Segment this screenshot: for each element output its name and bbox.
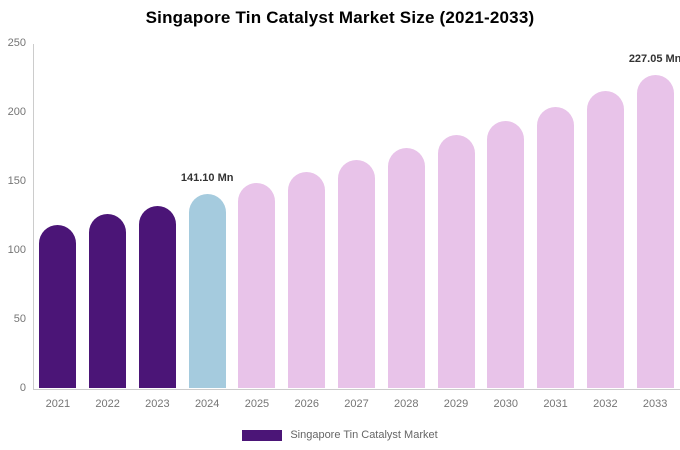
bar-2025 [238, 183, 276, 389]
x-axis-tick-label: 2033 [642, 398, 668, 410]
bar-2032 [586, 91, 624, 389]
bar-2028 [387, 147, 425, 389]
x-axis-tick-label: 2025 [244, 398, 270, 410]
legend: Singapore Tin Catalyst Market [0, 426, 680, 444]
x-axis-tick-label: 2029 [443, 398, 469, 410]
value-annotation-2024: 141.10 Mn [180, 171, 234, 184]
bar-2023 [138, 206, 176, 389]
x-axis-tick-label: 2027 [344, 398, 369, 410]
bar-2027 [338, 160, 375, 389]
y-axis-tick-label: 150 [7, 175, 26, 187]
x-axis-tick-label: 2026 [294, 398, 319, 410]
x-axis-tick-label: 2030 [493, 398, 519, 410]
bar-2029 [437, 134, 475, 389]
bar-2026 [288, 172, 326, 389]
bar-2022 [89, 213, 127, 389]
x-axis-tick-label: 2021 [45, 398, 71, 410]
value-annotation-2033: 227.05 Mn [628, 53, 680, 66]
y-axis-tick-label: 0 [19, 382, 26, 394]
x-axis-line [33, 388, 680, 390]
x-axis-tick-label: 2024 [194, 398, 220, 410]
legend-swatch [242, 429, 283, 441]
x-axis-tick-label: 2028 [394, 398, 419, 410]
y-axis-tick-label: 250 [7, 37, 26, 49]
bar-2024 [188, 193, 226, 389]
x-axis-tick-label: 2022 [95, 398, 120, 410]
bar-2021 [39, 224, 77, 389]
bar-2030 [487, 121, 525, 389]
bar-2031 [537, 106, 575, 389]
y-axis-tick-label: 100 [7, 244, 26, 256]
bar-2033 [636, 75, 674, 389]
x-axis-tick-label: 2031 [543, 398, 568, 410]
y-axis-line [33, 43, 34, 389]
y-axis-tick-label: 50 [13, 313, 26, 325]
x-axis-tick-label: 2032 [593, 398, 618, 410]
legend-label: Singapore Tin Catalyst Market [290, 428, 438, 441]
y-axis-tick-label: 200 [7, 106, 26, 118]
chart-title: Singapore Tin Catalyst Market Size (2021… [145, 8, 535, 27]
x-axis-tick-label: 2023 [145, 398, 170, 410]
